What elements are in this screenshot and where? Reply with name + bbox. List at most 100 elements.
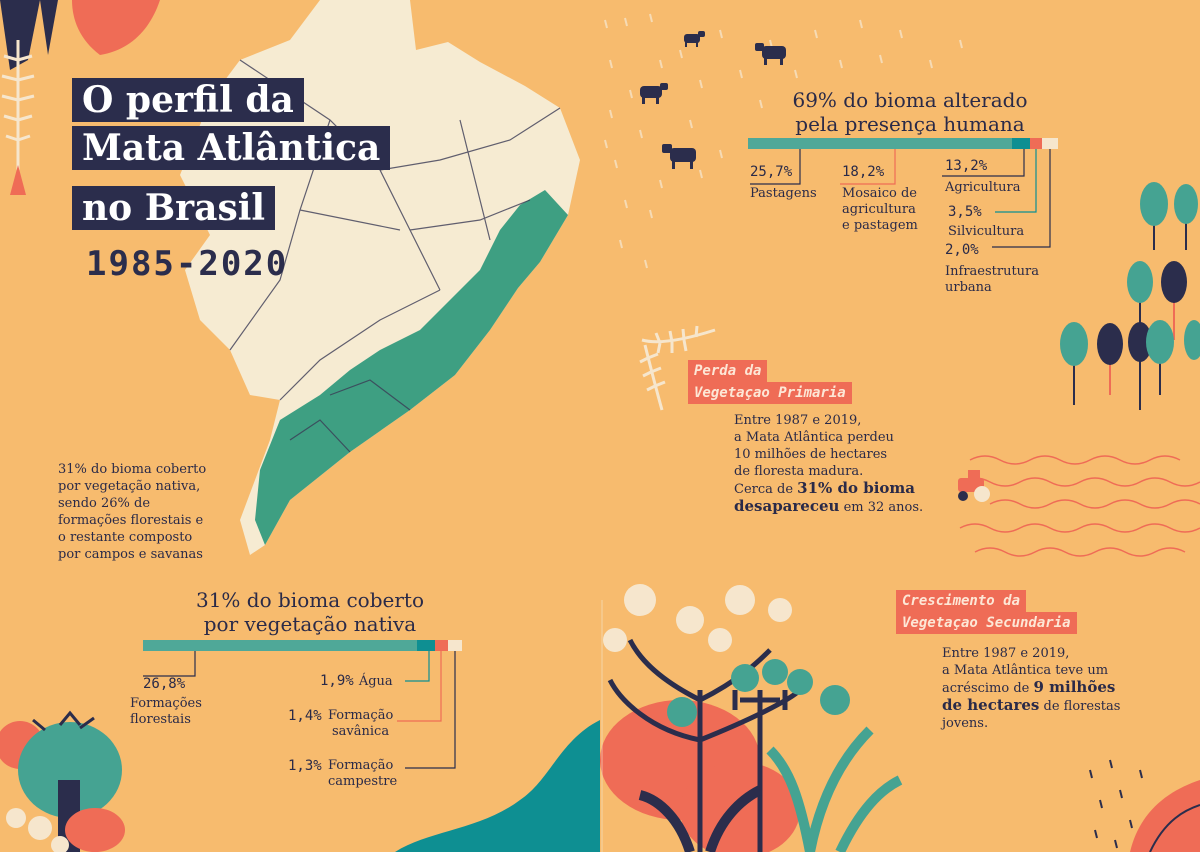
pct-formacoes-florestais: 26,8% <box>143 676 186 692</box>
loss-text-bold: 31% do bioma <box>797 479 916 497</box>
loss-text-segment: em 32 anos. <box>839 500 924 515</box>
connector-agricultura <box>942 149 1025 177</box>
growth-text-line: acréscimo de 9 milhões <box>942 679 1172 697</box>
label-savanica-line: Formação <box>328 708 394 723</box>
native-bar-chart <box>143 640 462 769</box>
growth-tag-line-1: Crescimento da <box>896 590 1027 612</box>
connector-florestais <box>143 651 196 677</box>
label-agua: Água <box>358 674 393 689</box>
label-agricultura: Agricultura <box>945 180 1021 195</box>
growth-text-line: Entre 1987 e 2019, <box>942 646 1070 661</box>
years-range: 1985-2020 <box>86 244 289 284</box>
tree-icons-right <box>1060 182 1200 410</box>
connector-silvicultura <box>995 149 1037 213</box>
connector-campestre <box>405 651 456 769</box>
title-line-3: no Brasil <box>72 186 276 230</box>
map-caption-line: por campos e savanas <box>58 547 203 562</box>
pct-agricultura: 13,2% <box>945 158 988 174</box>
altered-heading-line-2: pela presença humana <box>795 112 1025 136</box>
map-caption-line: sendo 26% de <box>58 496 151 511</box>
bottom-right-plants-decoration <box>1089 759 1200 852</box>
loss-text-bold: desapareceu <box>734 497 840 515</box>
label-silvicultura: Silvicultura <box>948 224 1025 239</box>
loss-text-segment: Cerca de <box>734 482 798 497</box>
growth-text-segment: acréscimo de <box>942 681 1034 696</box>
top-left-leaves-decoration <box>0 0 160 195</box>
pct-campestre: 1,3% <box>288 758 322 774</box>
bar-segment-agricultura <box>1012 138 1030 149</box>
pct-agua: 1,9% <box>320 673 354 689</box>
loss-text-line: desapareceu em 32 anos. <box>734 498 954 516</box>
loss-text: Entre 1987 e 2019, a Mata Atlântica perd… <box>734 412 954 516</box>
map-caption-line: 31% do bioma coberto <box>58 462 207 477</box>
loss-tag-line-1: Perda da <box>688 360 768 382</box>
bar-segment-infraestrutura <box>1042 138 1058 149</box>
mata-atlantica-region <box>255 190 568 545</box>
loss-text-line: Entre 1987 e 2019, <box>734 413 862 428</box>
label-mosaico-line: Mosaico de <box>842 186 917 201</box>
label-infraestrutura-line: urbana <box>945 280 992 295</box>
loss-text-line: 10 milhões de hectares <box>734 447 888 462</box>
label-pastagens: Pastagens <box>750 186 817 201</box>
cow-icons <box>640 31 786 169</box>
growth-text: Entre 1987 e 2019, a Mata Atlântica teve… <box>942 645 1172 732</box>
altered-heading-line-1: 69% do bioma alterado <box>792 88 1028 112</box>
growth-text-bold: 9 milhões <box>1033 678 1116 696</box>
growth-tag-line-2: Vegetaçao Secundaria <box>896 612 1077 634</box>
label-infraestrutura: Infraestrutura urbana <box>945 264 1039 296</box>
native-heading-line-1: 31% do bioma coberto <box>195 588 425 612</box>
pct-savanica: 1,4% <box>288 708 322 724</box>
label-mosaico-line: agricultura <box>842 202 916 217</box>
bar-segment-campestre <box>448 640 462 651</box>
connector-agua <box>405 651 430 682</box>
river-wave-decoration <box>395 720 600 852</box>
tractor-icon <box>958 470 990 502</box>
label-florestais-line: Formações <box>130 696 202 711</box>
loss-tag-line-2: Vegetaçao Primaria <box>688 382 852 404</box>
connector-infraestrutura <box>992 149 1051 248</box>
label-florestais-line: florestais <box>130 712 191 727</box>
connector-pastagens <box>750 149 801 185</box>
growth-text-segment: de florestas <box>1039 699 1121 714</box>
label-mosaico-line: e pastagem <box>842 218 918 233</box>
title-line-2: Mata Atlântica <box>72 126 391 170</box>
map-caption-line: por vegetação nativa, <box>58 479 201 494</box>
altered-heading: 69% do bioma alterado pela presença huma… <box>760 88 1060 136</box>
pct-pastagens: 25,7% <box>750 164 793 180</box>
bottom-center-plants-decoration <box>600 584 903 852</box>
label-infraestrutura-line: Infraestrutura <box>945 264 1040 279</box>
item-agua: 1,9% Água <box>320 670 393 690</box>
bar-segment-savanica <box>435 640 448 651</box>
map-caption-line: formações florestais e <box>58 513 204 528</box>
label-campestre-line: campestre <box>328 774 398 789</box>
label-mosaico: Mosaico de agricultura e pastagem <box>842 186 918 234</box>
loss-text-line: Cerca de 31% do bioma <box>734 480 954 498</box>
growth-text-line: a Mata Atlântica teve um <box>942 663 1109 678</box>
bar-segment-formacoes-florestais <box>143 640 417 651</box>
pct-silvicultura: 3,5% <box>948 204 982 220</box>
bar-segment-pastagens-mosaico <box>748 138 1012 149</box>
label-savanica: Formação savânica <box>328 708 393 740</box>
fern-decoration <box>639 325 716 411</box>
growth-text-line: de hectares de florestas <box>942 697 1172 715</box>
native-heading: 31% do bioma coberto por vegetação nativ… <box>160 588 460 636</box>
label-campestre-line: Formação <box>328 758 394 773</box>
label-formacoes-florestais: Formações florestais <box>130 696 202 728</box>
growth-text-line: jovens. <box>942 716 989 731</box>
map-caption-line: o restante composto <box>58 530 193 545</box>
connector-savanica <box>397 651 442 722</box>
native-heading-line-2: por vegetação nativa <box>203 612 417 636</box>
title-line-1: O perfil da <box>72 78 304 122</box>
connector-mosaico <box>840 149 896 185</box>
pct-infraestrutura: 2,0% <box>945 242 979 258</box>
label-campestre: Formação campestre <box>328 758 397 790</box>
bottom-left-plants-decoration <box>0 710 125 852</box>
state-borders <box>229 59 561 453</box>
altered-bar-chart <box>748 138 1058 248</box>
bar-segment-silvicultura <box>1030 138 1042 149</box>
map-caption: 31% do bioma coberto por vegetação nativ… <box>58 461 248 563</box>
loss-text-line: a Mata Atlântica perdeu <box>734 430 894 445</box>
field-lines-decoration <box>959 455 1200 557</box>
